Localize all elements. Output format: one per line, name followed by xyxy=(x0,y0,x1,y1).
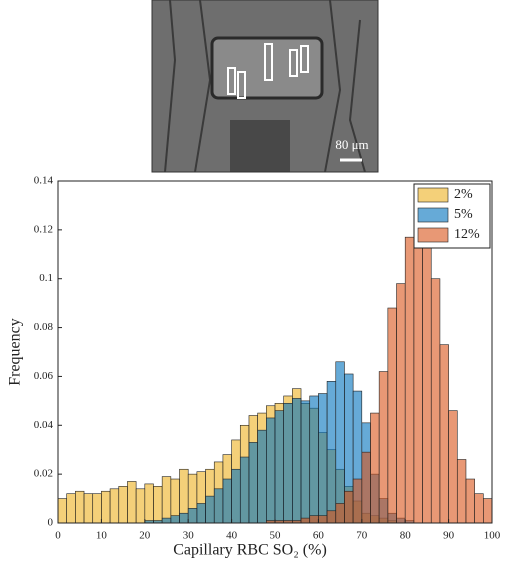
bar xyxy=(300,517,311,524)
bar xyxy=(370,412,380,524)
bar xyxy=(309,515,319,524)
bar xyxy=(465,478,475,524)
legend-swatch xyxy=(417,227,449,243)
bar xyxy=(422,222,432,524)
x-tick-label: 30 xyxy=(183,530,195,542)
bar xyxy=(257,429,267,524)
bar xyxy=(205,495,215,524)
x-tick-label: 10 xyxy=(96,530,108,542)
bar xyxy=(57,498,67,524)
y-tick-label: 0.1 xyxy=(39,272,53,284)
bar xyxy=(75,490,85,524)
legend-label: 12% xyxy=(454,227,480,242)
bar xyxy=(344,490,354,524)
bar xyxy=(239,456,250,524)
bar xyxy=(213,488,224,524)
bar xyxy=(92,493,102,524)
bar xyxy=(483,498,493,524)
bar xyxy=(231,468,241,524)
bar xyxy=(274,410,284,524)
bar xyxy=(387,307,397,524)
bar xyxy=(474,493,484,524)
bar xyxy=(361,451,371,524)
bar xyxy=(309,395,319,524)
bar xyxy=(170,515,180,524)
bar xyxy=(101,490,111,524)
microscope-image: 80 μm xyxy=(151,0,379,173)
legend-label: 2% xyxy=(454,187,473,202)
y-tick-label: 0.14 xyxy=(34,175,54,187)
bar xyxy=(127,481,137,524)
bar xyxy=(352,478,363,524)
x-axis-label: Capillary RBC SO₂ (%) xyxy=(173,542,327,559)
bar xyxy=(109,488,120,524)
bar xyxy=(300,400,311,524)
x-tick-label: 40 xyxy=(226,530,238,542)
bar xyxy=(187,508,198,524)
bar xyxy=(404,236,415,524)
y-tick-label: 0.04 xyxy=(34,419,54,431)
legend-label: 5% xyxy=(454,207,473,222)
bar xyxy=(248,442,258,524)
bar xyxy=(396,283,406,524)
x-tick-label: 90 xyxy=(443,530,455,542)
x-tick-label: 50 xyxy=(270,530,282,542)
y-tick-label: 0.06 xyxy=(34,370,54,382)
bar xyxy=(318,393,328,524)
x-tick-label: 60 xyxy=(313,530,325,542)
bar xyxy=(318,515,328,524)
bar xyxy=(144,483,154,524)
bar xyxy=(83,493,94,524)
bar xyxy=(439,344,449,524)
bar xyxy=(335,361,345,524)
bar xyxy=(66,493,76,524)
x-tick-label: 70 xyxy=(356,530,368,542)
y-axis-label: Frequency xyxy=(7,318,24,386)
bar xyxy=(448,410,458,524)
scale-label: 80 μm xyxy=(335,137,368,152)
bar xyxy=(118,486,128,524)
bar xyxy=(335,503,345,524)
bar xyxy=(161,517,172,524)
bar xyxy=(378,371,389,524)
y-tick-label: 0.12 xyxy=(34,223,53,235)
x-tick-label: 100 xyxy=(484,530,501,542)
x-tick-label: 0 xyxy=(55,530,61,542)
bar xyxy=(326,510,337,524)
bar xyxy=(135,488,146,524)
legend-swatch xyxy=(417,207,449,223)
y-tick-label: 0.08 xyxy=(34,321,54,333)
bar xyxy=(456,459,467,524)
bar xyxy=(222,478,232,524)
x-tick-label: 80 xyxy=(400,530,412,542)
x-tick-label: 20 xyxy=(139,530,151,542)
bar xyxy=(292,398,302,524)
bar xyxy=(266,417,276,524)
y-tick-label: 0 xyxy=(48,517,54,529)
bar xyxy=(283,402,293,524)
bar xyxy=(179,512,189,524)
bar xyxy=(196,503,206,524)
bar xyxy=(326,381,337,524)
y-tick-label: 0.02 xyxy=(34,468,53,480)
legend-swatch xyxy=(417,187,449,203)
bar xyxy=(161,476,172,524)
bar xyxy=(430,278,441,524)
bar xyxy=(153,486,163,524)
